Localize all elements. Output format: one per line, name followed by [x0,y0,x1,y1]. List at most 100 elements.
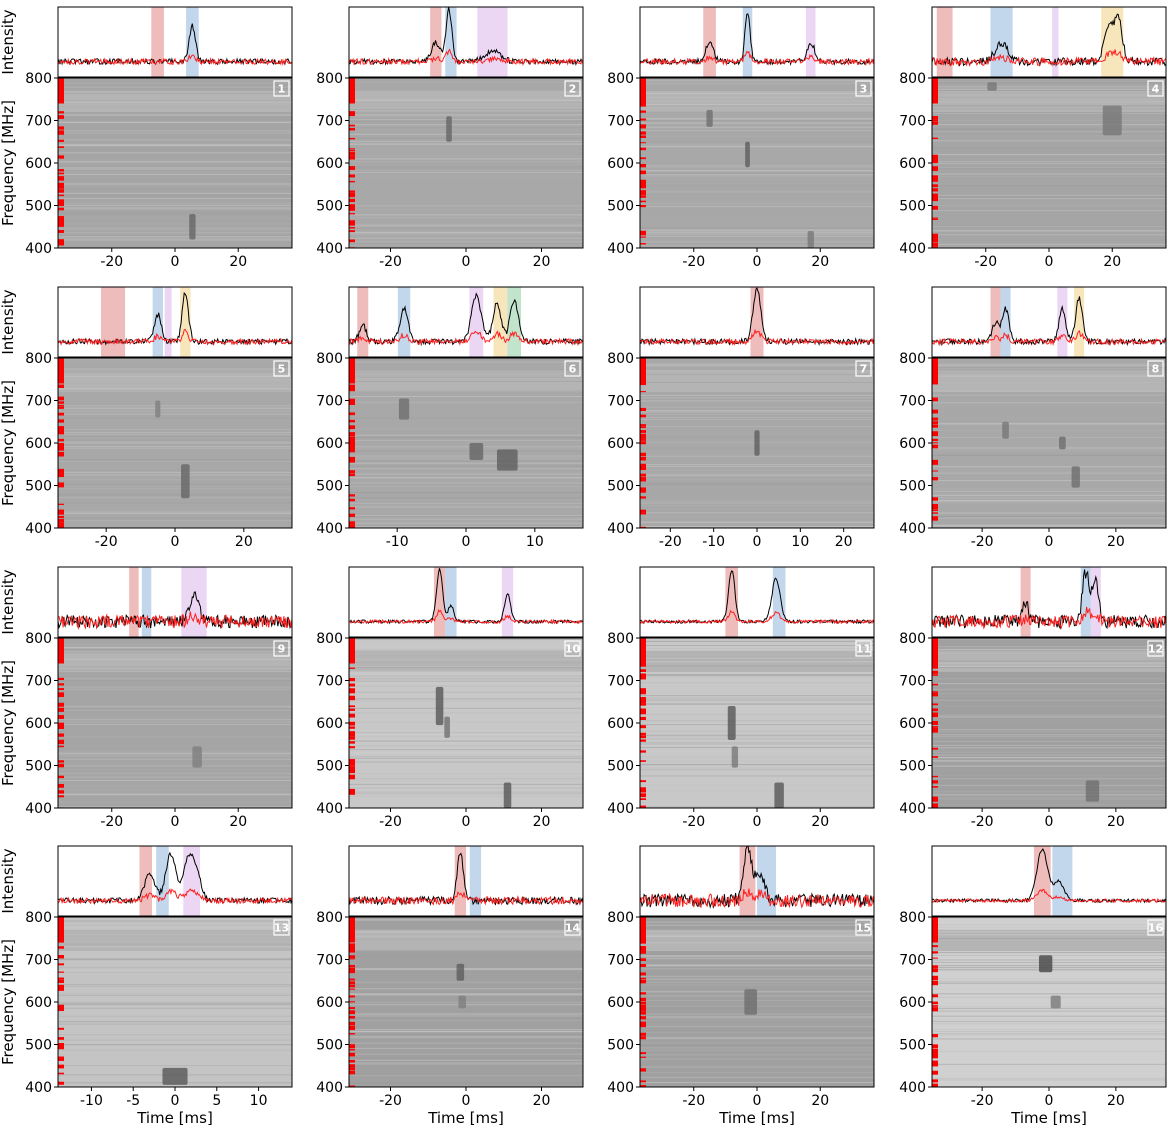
noise-streak [932,730,1166,732]
noise-streak [58,729,292,731]
noise-streak [640,147,874,149]
noise-streak [932,488,1166,490]
noise-streak [58,494,292,496]
x-tick-label: -20 [682,254,705,270]
noise-streak [349,1042,583,1044]
noise-streak [349,209,583,211]
flagged-channel [58,419,64,423]
flagged-channel [58,723,64,726]
panel-number: 10 [565,643,581,656]
noise-streak [349,231,583,233]
noise-streak [932,375,1166,377]
noise-streak [640,239,874,241]
noise-streak [349,127,583,129]
noise-streak [58,417,292,419]
noise-streak [932,92,1166,94]
profile-frame [639,286,875,358]
flagged-channel [58,518,64,523]
noise-streak [932,699,1166,701]
profile-frame [348,6,584,78]
flagged-channel [349,220,355,224]
y-tick-label: 500 [607,479,634,495]
flagged-channel [932,233,938,236]
component-1-highlight [1033,846,1051,916]
noise-streak [640,478,874,480]
flagged-channel [932,917,938,943]
noise-streak [640,409,874,411]
noise-streak [640,760,874,762]
noise-streak [932,472,1166,474]
flagged-channel [640,716,646,721]
noise-streak [640,190,874,192]
noise-streak [932,192,1166,194]
y-tick-label: 600 [607,156,634,172]
flagged-channel [640,972,646,976]
y-tick-label: 600 [25,995,52,1011]
flagged-channel [640,196,646,198]
flagged-channel [640,698,646,701]
noise-streak [640,512,874,514]
flagged-channel [58,511,64,515]
noise-streak [58,195,292,197]
noise-streak [932,473,1166,475]
noise-streak [932,366,1166,368]
flagged-channel [640,181,646,186]
burst-emission-3 [774,782,784,808]
flagged-channel [640,478,646,482]
noise-streak [640,674,874,676]
noise-streak [640,942,874,944]
flagged-channel [640,124,646,129]
y-tick-label: 400 [607,521,634,537]
noise-streak [58,1003,292,1005]
flagged-channel [349,760,355,763]
flagged-channel [932,154,938,159]
noise-streak [932,168,1166,170]
flagged-channel [349,733,355,737]
y-tick-label: 800 [316,910,343,926]
noise-streak [932,744,1166,746]
flagged-channel [58,189,64,193]
flagged-channel [932,409,938,414]
noise-streak [932,202,1166,204]
flagged-channel [58,172,64,175]
noise-streak [349,482,583,484]
flagged-channel [349,440,355,445]
component-2-highlight [156,846,169,916]
flagged-channel [932,470,938,472]
noise-streak [640,1062,874,1064]
flagged-channel [640,735,646,739]
noise-streak [349,791,583,793]
flagged-channel [640,509,646,513]
noise-streak [58,93,292,95]
noise-streak [349,725,583,727]
flagged-channel [932,417,938,420]
burst-emission-1 [1085,780,1100,802]
flagged-channel [640,230,646,234]
noise-streak [349,1062,583,1064]
noise-streak [932,454,1166,456]
noise-streak [58,170,292,172]
flagged-channel [932,780,938,784]
flagged-channel [349,152,355,156]
noise-streak [640,734,874,736]
noise-streak [349,1027,583,1029]
noise-streak [349,140,583,142]
y-tick-label: 800 [607,910,634,926]
flagged-channel [349,1021,355,1026]
noise-streak [932,996,1166,998]
noise-streak [349,1019,583,1021]
y-tick-label: 600 [316,716,343,732]
noise-streak [932,81,1166,83]
flagged-channel [932,980,938,985]
noise-streak [932,938,1166,940]
panel-number: 6 [569,363,577,376]
noise-streak [58,707,292,709]
noise-streak [349,666,583,668]
flagged-channel [349,683,355,687]
noise-streak [349,506,583,508]
flagged-channel [349,690,355,692]
noise-streak [932,667,1166,669]
flagged-channel [349,970,355,973]
noise-streak [349,115,583,117]
noise-streak [932,758,1166,760]
